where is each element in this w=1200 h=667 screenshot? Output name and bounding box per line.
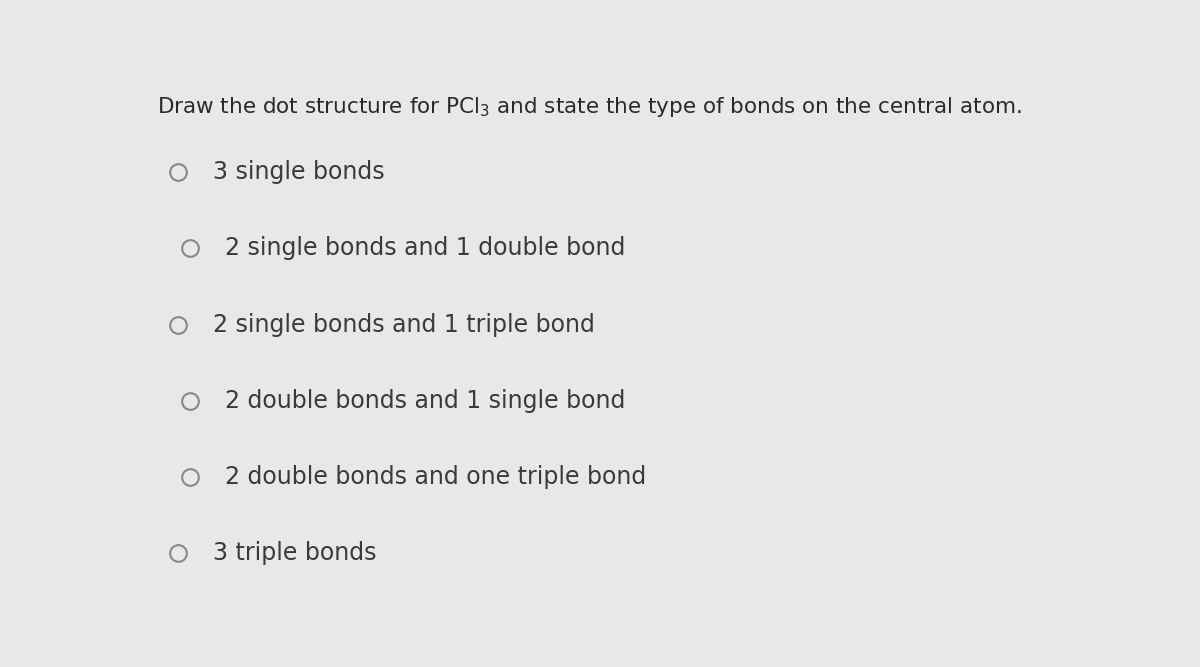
Text: 2 double bonds and one triple bond: 2 double bonds and one triple bond — [226, 464, 647, 488]
Text: 2 single bonds and 1 double bond: 2 single bonds and 1 double bond — [226, 237, 625, 261]
Text: Draw the dot structure for PCl$_3$ and state the type of bonds on the central at: Draw the dot structure for PCl$_3$ and s… — [157, 95, 1022, 119]
Text: 3 single bonds: 3 single bonds — [214, 161, 385, 185]
Text: 2 single bonds and 1 triple bond: 2 single bonds and 1 triple bond — [214, 313, 595, 337]
Text: 3 triple bonds: 3 triple bonds — [214, 540, 377, 564]
Text: 2 double bonds and 1 single bond: 2 double bonds and 1 single bond — [226, 388, 625, 412]
